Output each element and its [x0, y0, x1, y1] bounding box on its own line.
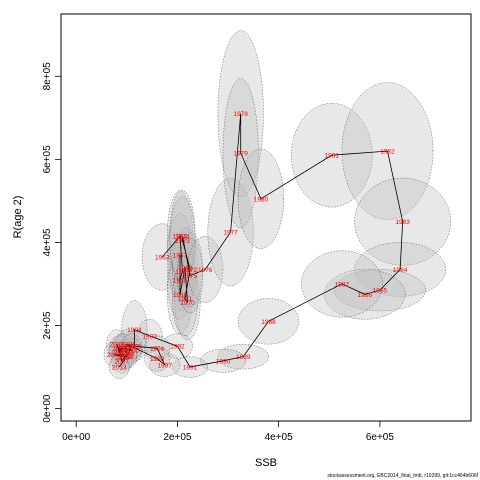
- year-label-1981: 1981: [325, 153, 340, 160]
- x-axis: 0e+00 2e+05 4e+05 6e+05: [62, 420, 395, 443]
- year-label-1978: 1978: [233, 111, 248, 118]
- year-label-1994: 1994: [127, 327, 142, 334]
- year-label-1974: 1974: [175, 234, 190, 241]
- y-tick-label: 6e+05: [42, 145, 53, 174]
- y-tick-label: 4e+05: [42, 228, 53, 257]
- year-label-2012: 2012: [120, 354, 135, 361]
- year-label-2009: 2009: [120, 350, 135, 357]
- y-tick-label: 2e+05: [42, 311, 53, 340]
- year-label-2001: 2001: [115, 346, 130, 353]
- year-label-1988: 1988: [261, 319, 276, 326]
- year-label-2005: 2005: [107, 352, 122, 359]
- footer-note: stockassessment.org, EBC2014_final_tmb, …: [327, 473, 478, 479]
- year-label-1967: 1967: [173, 252, 188, 259]
- y-axis-label: R(age 2): [12, 196, 24, 239]
- y-axis: 0e+00 2e+05 4e+05 6e+05 8e+05: [42, 62, 62, 423]
- x-tick-label: 6e+05: [366, 432, 395, 443]
- year-label-2008: 2008: [112, 346, 127, 353]
- year-label-1986: 1986: [357, 292, 372, 299]
- sr-trajectory-line: [114, 113, 404, 368]
- year-label-1965: 1965: [175, 269, 190, 276]
- year-label-1979: 1979: [233, 151, 248, 158]
- year-label-1991: 1991: [183, 365, 198, 372]
- year-label-1984: 1984: [393, 267, 408, 274]
- year-label-1971: 1971: [178, 296, 193, 303]
- ellipse-1978: [217, 30, 264, 197]
- ellipse-1967: [167, 213, 193, 297]
- year-label-1990: 1990: [216, 358, 231, 365]
- year-label-1977: 1977: [223, 230, 238, 237]
- ellipse-2013: [108, 355, 130, 379]
- year-label-1992: 1992: [170, 344, 185, 351]
- year-label-1976: 1976: [198, 267, 213, 274]
- year-label-1964: 1964: [173, 234, 188, 241]
- year-label-1998: 1998: [150, 356, 165, 363]
- year-label-2000: 2000: [125, 348, 140, 355]
- y-tick-label: 0e+00: [42, 394, 53, 423]
- year-label-1968: 1968: [173, 292, 188, 299]
- year-label-2002: 2002: [112, 350, 127, 357]
- year-label-2004: 2004: [117, 354, 132, 361]
- year-label-1980: 1980: [254, 196, 269, 203]
- year-label-1999: 1999: [120, 342, 135, 349]
- x-tick-label: 2e+05: [163, 432, 192, 443]
- year-label-1993: 1993: [142, 333, 157, 340]
- year-label-2010: 2010: [117, 344, 132, 351]
- year-label-1985: 1985: [373, 288, 388, 295]
- year-label-2013: 2013: [112, 365, 127, 372]
- year-label-1982: 1982: [380, 149, 395, 156]
- year-label-1995: 1995: [127, 344, 142, 351]
- year-label-1970: 1970: [180, 300, 195, 307]
- year-label-2003: 2003: [109, 342, 124, 349]
- year-label-1975: 1975: [183, 273, 198, 280]
- year-label-1963: 1963: [155, 254, 170, 261]
- year-label-1966: 1966: [173, 277, 188, 284]
- x-tick-label: 4e+05: [265, 432, 294, 443]
- x-axis-label: SSB: [255, 457, 277, 469]
- year-label-1987: 1987: [335, 281, 350, 288]
- year-label-1989: 1989: [236, 354, 251, 361]
- y-tick-label: 8e+05: [42, 62, 53, 91]
- year-label-2006: 2006: [120, 352, 135, 359]
- year-label-2011: 2011: [125, 344, 139, 351]
- year-label-1996: 1996: [150, 346, 165, 353]
- year-label-1973: 1973: [175, 238, 190, 245]
- x-tick-label: 0e+00: [62, 432, 91, 443]
- year-label-1983: 1983: [395, 219, 410, 226]
- year-label-1969: 1969: [178, 265, 193, 272]
- year-label-2007: 2007: [115, 358, 130, 365]
- year-label-1972: 1972: [183, 267, 198, 274]
- year-label-1997: 1997: [158, 362, 173, 369]
